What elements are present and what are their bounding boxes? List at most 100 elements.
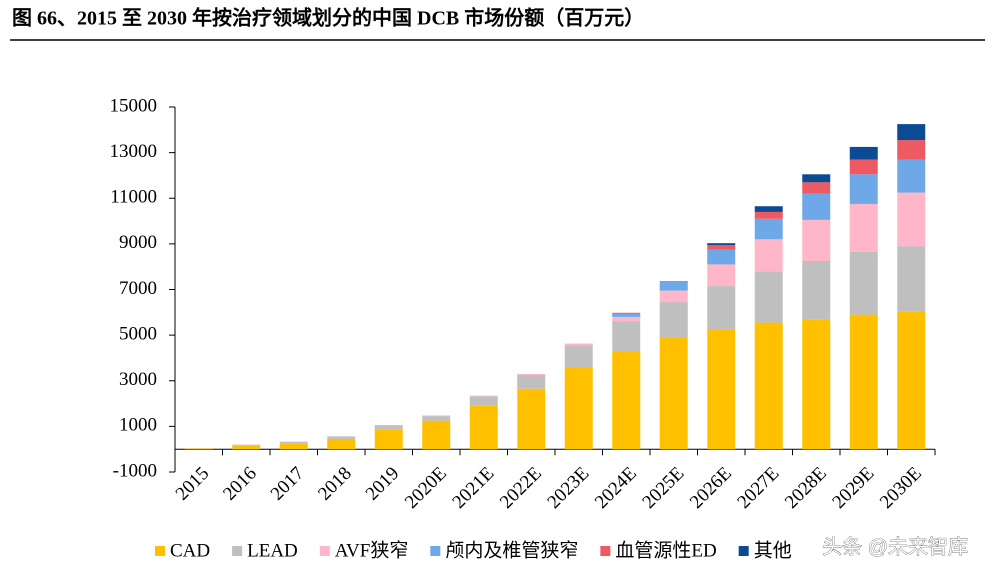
legend-swatch [232,546,243,556]
bar-segment [374,425,403,430]
bar-segment [897,192,926,247]
chart-title: 图 66、2015 至 2030 年按治疗领域划分的中国 DCB 市场份额（百万… [12,6,644,30]
bar-segment [849,159,878,175]
bar-segment [707,245,736,250]
bar-segment [802,319,831,450]
legend-label: 血管源性ED [615,539,716,561]
x-tick-label: 2030E [876,463,926,513]
legend-label: CAD [170,540,210,561]
x-tick-label: 2019 [362,463,404,505]
x-tick-label: 2027E [733,463,783,513]
bar-segment [517,388,546,450]
bar-segment [422,420,451,450]
bar-segment [327,438,356,450]
x-tick-label: 2024E [591,463,641,513]
watermark: 头条 @未来智库 [822,535,968,558]
bar-segment [232,444,261,446]
bar-segment [469,405,498,450]
bar-segment [802,193,831,220]
bar-segment [564,345,593,368]
bar-segment [612,313,641,317]
bar-segment [849,251,878,315]
bar-segment [754,239,783,272]
bar-segment [849,203,878,252]
bar-segment [849,146,878,160]
legend-swatch [430,546,441,556]
bar-segment [897,140,926,160]
bar-segment [754,206,783,212]
y-tick-label: 7000 [119,278,157,299]
x-tick-label: 2028E [781,463,831,513]
bar-segment [612,316,641,322]
bar-segment [707,329,736,450]
bar-segment [754,271,783,323]
bar-segment [754,211,783,219]
bar-segment [849,174,878,204]
legend-label: LEAD [247,540,298,561]
bar-segment [754,322,783,450]
y-tick-label: 9000 [119,232,157,253]
legend-label: AVF狭窄 [335,539,409,561]
legend-label: 颅内及椎管狭窄 [445,539,578,561]
bar-segment [659,281,688,291]
y-tick-label: -1000 [113,460,157,481]
legend-swatch [319,546,330,556]
bar-segment [517,375,546,389]
bar-segment [564,367,593,450]
bar-segment [707,243,736,246]
bar-segment [422,415,451,417]
bar-segment [707,264,736,287]
bar-segment [469,396,498,406]
legend-swatch [738,546,749,556]
y-tick-label: 5000 [119,323,157,344]
bar-segment [802,219,831,261]
x-tick-label: 2018 [314,463,356,505]
bar-segment [707,249,736,265]
x-tick-label: 2016 [219,463,261,505]
bar-segment [754,218,783,240]
x-tick-label: 2022E [496,463,546,513]
bar-segment [469,395,498,397]
bar-segment [897,246,926,312]
y-tick-label: 1000 [119,415,157,436]
bar-segment [612,351,641,450]
x-tick-label: 2026E [686,463,736,513]
bar-segment [802,182,831,194]
x-tick-label: 2023E [543,463,593,513]
bar-segment [612,321,641,352]
bar-segment [517,373,546,376]
bar-segment [659,290,688,303]
x-tick-label: 2015 [172,463,214,505]
bar-segment [279,441,308,444]
bar-segment [374,429,403,450]
bar-segment [422,416,451,421]
bar-segment [897,159,926,193]
x-tick-label: 2025E [638,463,688,513]
y-tick-label: 11000 [110,187,157,208]
bar-segment [232,445,261,450]
bar-segment [707,286,736,330]
y-tick-label: 13000 [110,141,158,162]
bar-segment [849,314,878,450]
bar-segment [279,443,308,450]
bar-segment [612,312,641,314]
x-tick-label: 2021E [448,463,498,513]
bar-segment [802,260,831,320]
bar-segment [327,436,356,439]
x-tick-label: 2020E [401,463,451,513]
bar-segment [659,337,688,450]
bar-segment [184,448,213,450]
bar-segment [802,174,831,183]
bar-segment [659,302,688,338]
y-tick-label: 3000 [119,369,157,390]
bar-segment [897,311,926,450]
legend-swatch [155,546,165,556]
bar-segment [897,124,926,141]
x-tick-label: 2029E [828,463,878,513]
legend-swatch [600,546,611,556]
legend-label: 其他 [754,539,792,561]
bar-segment [564,343,593,346]
y-tick-label: 15000 [110,95,158,116]
x-tick-label: 2017 [267,463,309,505]
